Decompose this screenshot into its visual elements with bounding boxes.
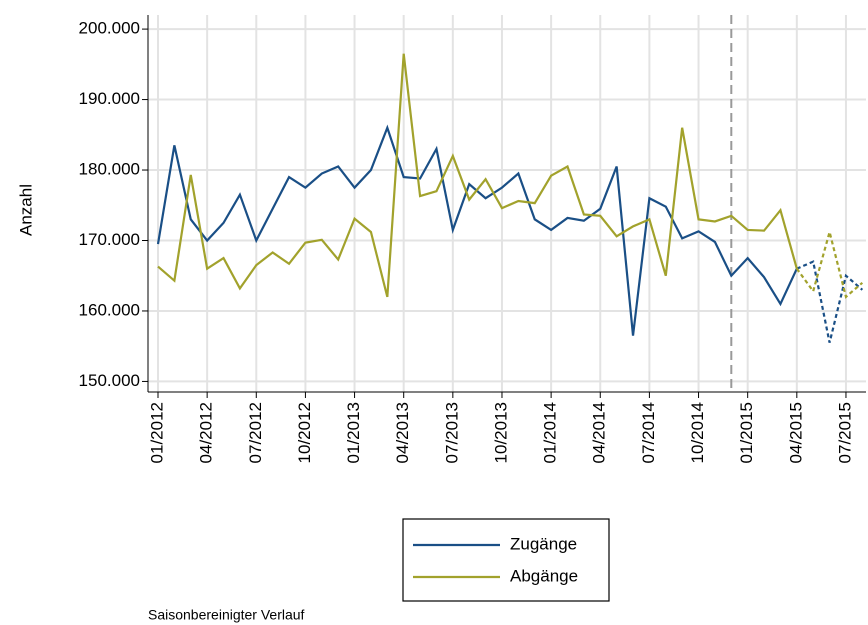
line [156,124,798,336]
legend [402,518,610,602]
x-tick-label: 10/2014 [688,402,707,463]
x-tick-label: 04/2015 [786,402,805,463]
line [157,53,798,298]
x-tick-label: 04/2012 [197,402,216,463]
x-tick-label: 01/2015 [737,402,756,463]
y-tick-label: 190.000 [79,89,140,108]
legend-label: Abgänge [510,566,578,585]
x-tick-label: 07/2013 [442,402,461,463]
x-tick-label: 04/2013 [393,402,412,463]
y-tick-label: 160.000 [79,300,140,319]
line [796,260,864,343]
x-tick-label: 10/2013 [491,402,510,463]
x-tick-label: 04/2014 [590,402,609,463]
x-tick-label: 07/2014 [639,402,658,463]
line [795,227,864,299]
x-tick-label: 01/2013 [344,402,363,463]
x-tick-label: 07/2012 [246,402,265,463]
note: Saisonbereinigter Verlauf [148,607,305,623]
x-tick-label: 01/2012 [147,402,166,463]
y-tick-label: 180.000 [79,160,140,179]
y-axis-title: Anzahl [16,184,35,236]
x-tick-label: 07/2015 [835,402,854,463]
y-tick-label: 200.000 [79,19,140,38]
x-tick-label: 01/2014 [541,402,560,463]
y-tick-label: 150.000 [79,371,140,390]
legend-label: Zugänge [510,534,577,553]
x-tick-label: 10/2012 [295,402,314,463]
y-tick-label: 170.000 [79,230,140,249]
